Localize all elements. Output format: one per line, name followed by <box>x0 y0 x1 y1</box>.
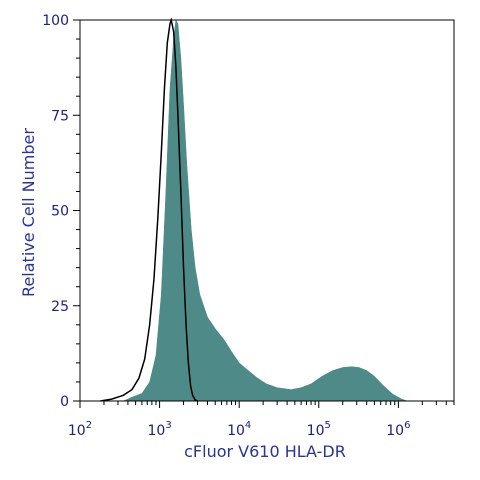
x-tick-label: 102 <box>68 420 92 439</box>
y-tick-label: 0 <box>60 394 69 410</box>
x-axis: 102 103 104 105 106 <box>68 401 455 439</box>
y-tick-label: 100 <box>42 13 69 29</box>
x-tick-label: 106 <box>386 420 410 439</box>
x-tick-label: 104 <box>227 420 251 439</box>
y-tick-label: 25 <box>51 299 69 315</box>
x-tick-label: 103 <box>147 420 171 439</box>
y-tick-label: 50 <box>51 204 69 220</box>
outline-histogram-series <box>100 17 198 402</box>
x-axis-title: cFluor V610 HLA-DR <box>184 442 346 461</box>
y-tick-label: 75 <box>51 108 69 124</box>
y-axis-title: Relative Cell Number <box>19 128 38 297</box>
x-tick-label: 105 <box>307 420 331 439</box>
y-axis: 0 25 50 75 100 <box>42 13 80 410</box>
plot-frame <box>79 19 455 402</box>
plot-area <box>100 17 408 402</box>
filled-histogram-series <box>123 19 408 402</box>
